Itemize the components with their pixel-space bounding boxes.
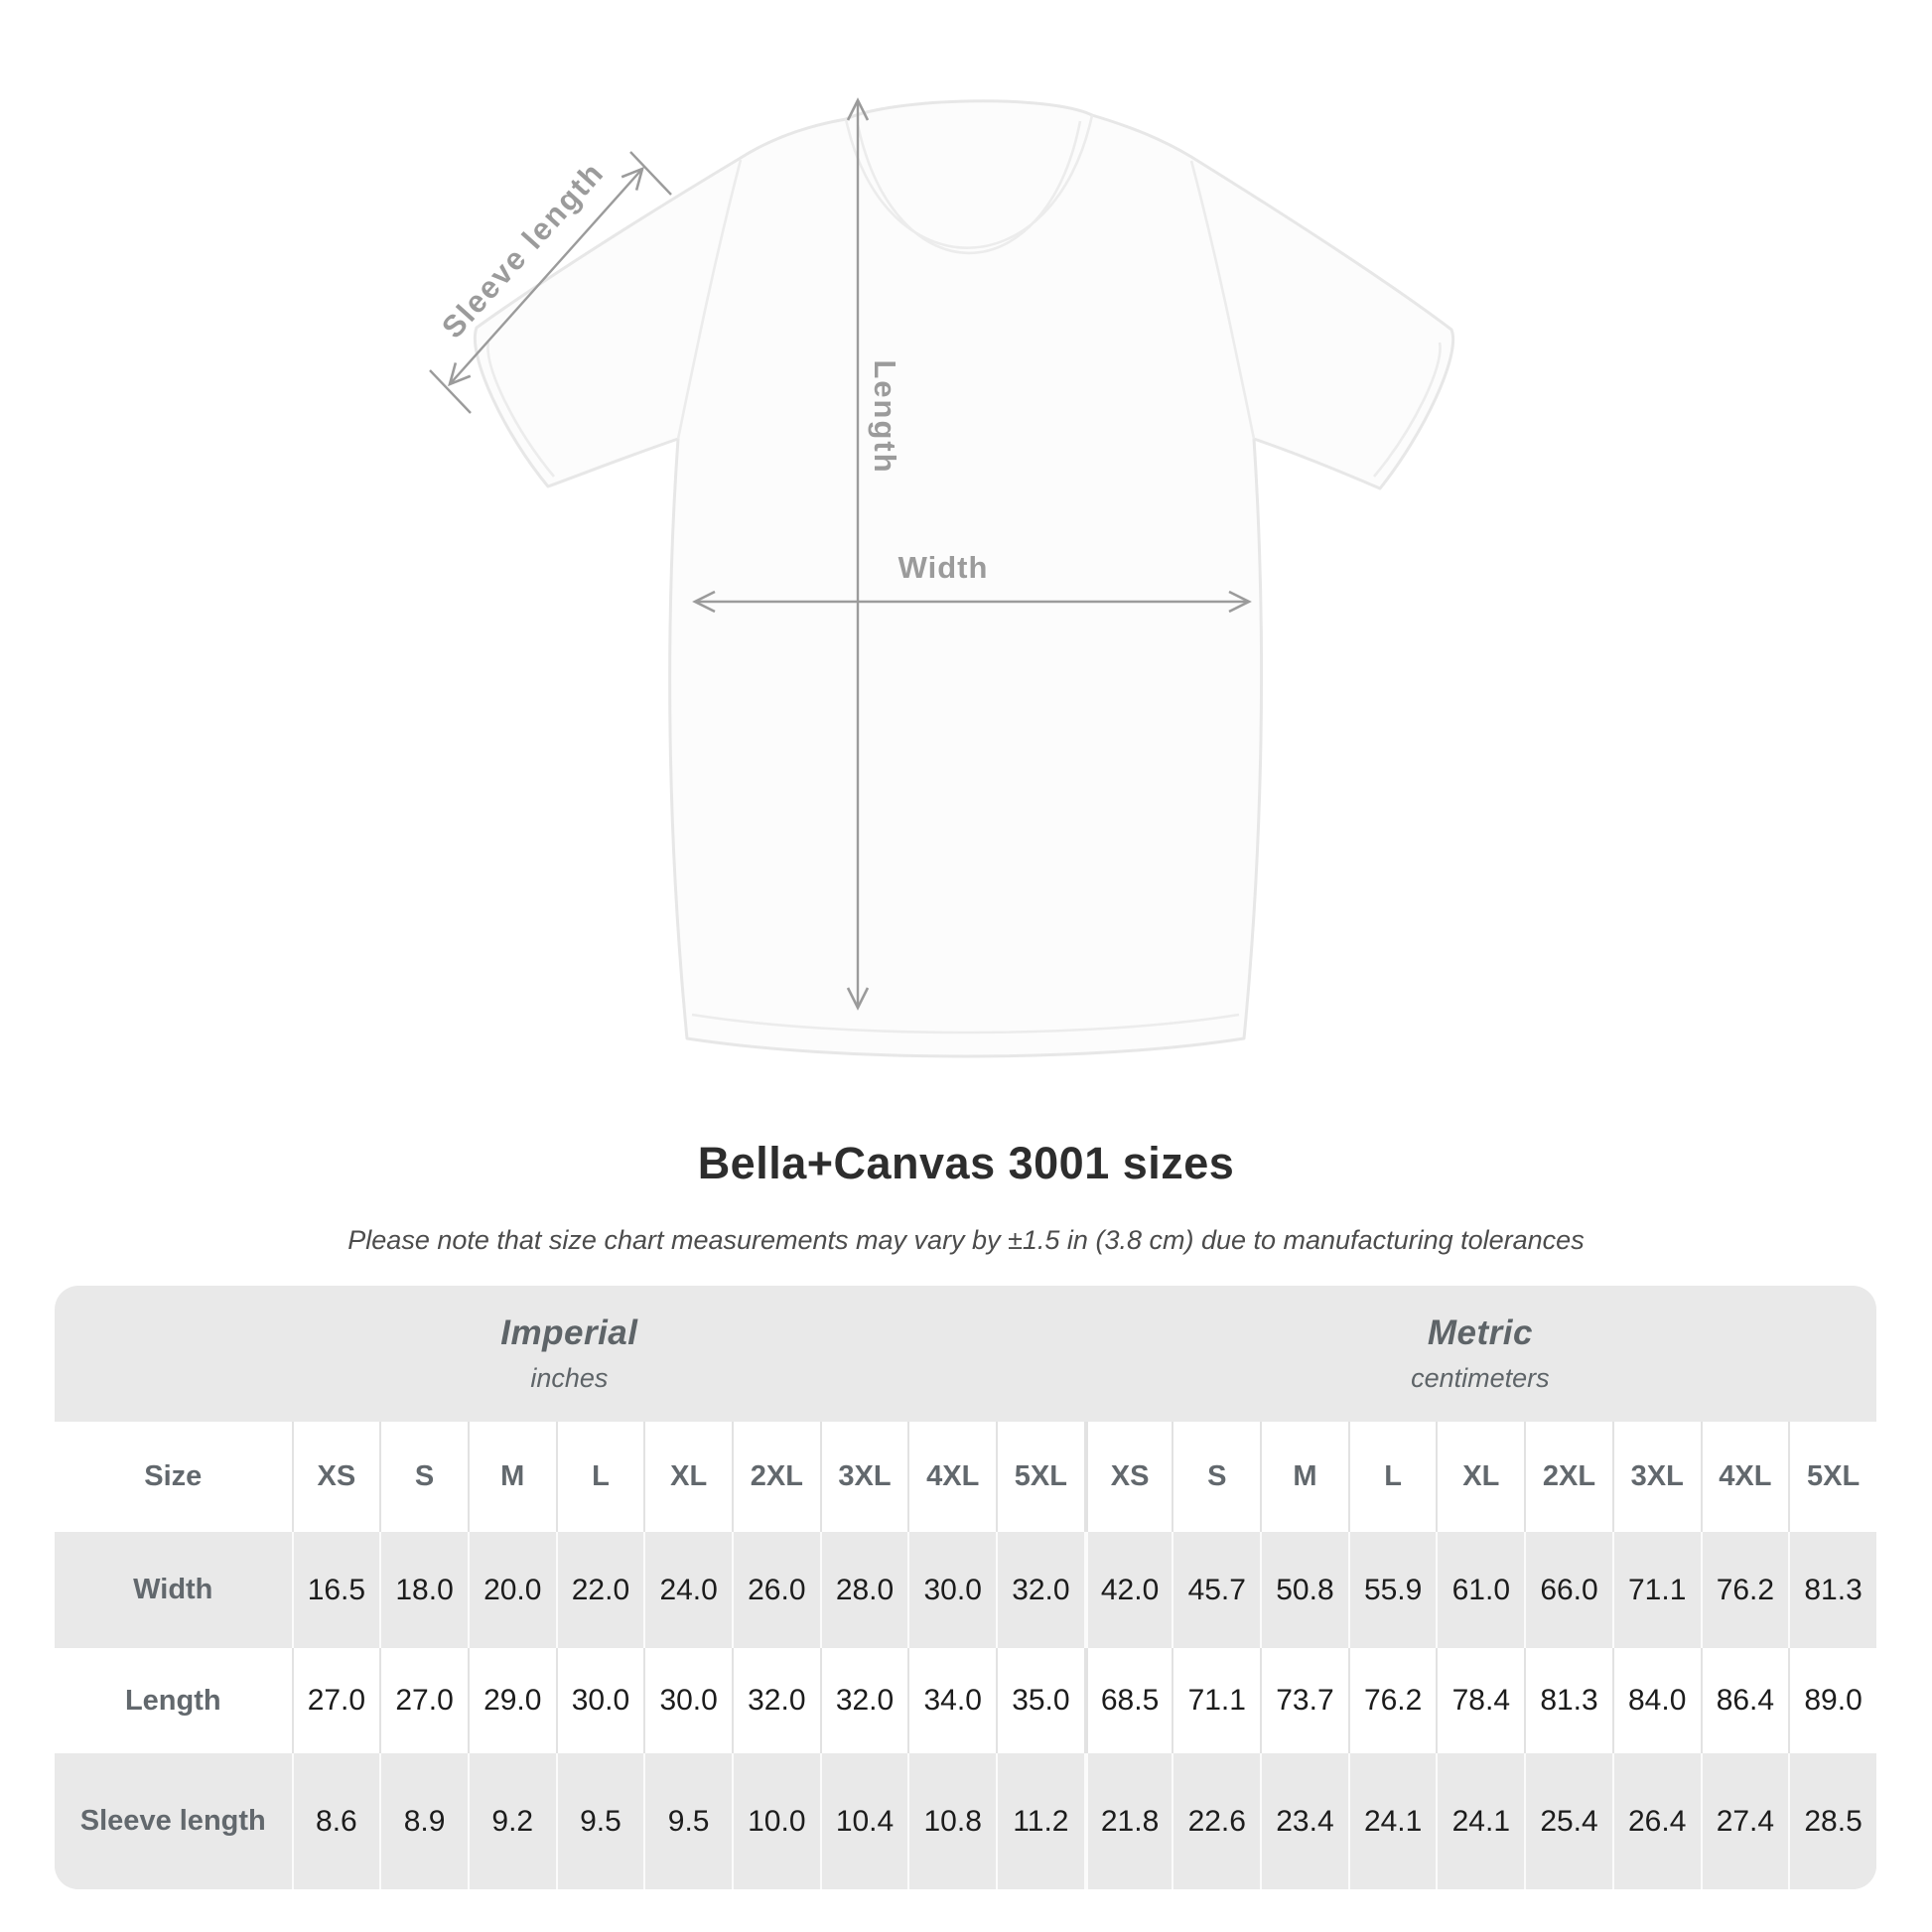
sleeve-imperial-5xl: 11.2 <box>996 1753 1084 1889</box>
sleeve-metric-m: 23.4 <box>1260 1753 1348 1889</box>
size-header-metric-2xl: 2XL <box>1524 1422 1612 1532</box>
imperial-title: Imperial <box>500 1313 638 1352</box>
row-label-length: Length <box>124 1684 221 1717</box>
size-header-metric-xl: XL <box>1436 1422 1524 1532</box>
sleeve-imperial-xs: 8.6 <box>291 1753 380 1889</box>
size-header-metric-3xl: 3XL <box>1611 1422 1701 1532</box>
length-metric-m: 73.7 <box>1260 1648 1348 1753</box>
length-imperial-l: 30.0 <box>555 1648 644 1753</box>
length-imperial-xl: 30.0 <box>643 1648 732 1753</box>
length-label: Length <box>868 359 902 475</box>
sleeve-imperial-l: 9.5 <box>555 1753 644 1889</box>
row-label-width: Width <box>133 1574 213 1605</box>
tshirt-graphic <box>429 97 1454 1058</box>
length-metric-xs: 68.5 <box>1083 1648 1173 1753</box>
sleeve-length-arrow <box>448 166 644 387</box>
length-metric-s: 71.1 <box>1172 1648 1260 1753</box>
sleeve-imperial-m: 9.2 <box>467 1753 556 1889</box>
length-imperial-4xl: 34.0 <box>907 1648 996 1753</box>
size-header-imperial-2xl: 2XL <box>731 1422 820 1532</box>
width-metric-2xl: 66.0 <box>1524 1532 1612 1648</box>
length-metric-xl: 78.4 <box>1436 1648 1524 1753</box>
size-header-metric-s: S <box>1172 1422 1260 1532</box>
width-metric-3xl: 71.1 <box>1611 1532 1701 1648</box>
sleeve-length-row: Sleeve length 8.6 8.9 9.2 9.5 9.5 10.0 1… <box>55 1753 1876 1889</box>
size-header-metric-4xl: 4XL <box>1700 1422 1789 1532</box>
size-header-imperial-l: L <box>555 1422 644 1532</box>
sleeve-arrow-end-tick <box>629 151 672 196</box>
width-metric-4xl: 76.2 <box>1700 1532 1789 1648</box>
width-imperial-4xl: 30.0 <box>907 1532 996 1648</box>
size-header-imperial-5xl: 5XL <box>996 1422 1084 1532</box>
width-metric-s: 45.7 <box>1172 1532 1260 1648</box>
sleeve-imperial-2xl: 10.0 <box>731 1753 820 1889</box>
size-header-imperial-xs: XS <box>291 1422 380 1532</box>
sleeve-metric-3xl: 26.4 <box>1611 1753 1701 1889</box>
length-metric-2xl: 81.3 <box>1524 1648 1612 1753</box>
width-imperial-m: 20.0 <box>467 1532 556 1648</box>
size-header-metric-5xl: 5XL <box>1788 1422 1876 1532</box>
size-header-imperial-xl: XL <box>643 1422 732 1532</box>
size-header-metric-xs: XS <box>1083 1422 1173 1532</box>
sleeve-metric-5xl: 28.5 <box>1788 1753 1876 1889</box>
imperial-section-header: Imperial inches <box>55 1286 1084 1422</box>
tshirt-seams <box>486 114 1442 1035</box>
unit-band-row: Imperial inches Metric centimeters <box>55 1286 1876 1422</box>
size-table: Imperial inches Metric centimeters Size … <box>55 1286 1876 1889</box>
length-metric-l: 76.2 <box>1347 1648 1437 1753</box>
width-imperial-2xl: 26.0 <box>731 1532 820 1648</box>
sleeve-imperial-s: 8.9 <box>379 1753 468 1889</box>
sleeve-metric-4xl: 27.4 <box>1700 1753 1789 1889</box>
width-metric-xs: 42.0 <box>1083 1532 1173 1648</box>
length-metric-3xl: 84.0 <box>1611 1648 1701 1753</box>
width-metric-l: 55.9 <box>1347 1532 1437 1648</box>
length-imperial-s: 27.0 <box>379 1648 468 1753</box>
width-imperial-5xl: 32.0 <box>996 1532 1084 1648</box>
length-metric-4xl: 86.4 <box>1700 1648 1789 1753</box>
length-imperial-2xl: 32.0 <box>731 1648 820 1753</box>
width-metric-m: 50.8 <box>1260 1532 1348 1648</box>
width-imperial-xl: 24.0 <box>643 1532 732 1648</box>
imperial-unit: inches <box>530 1363 609 1393</box>
length-row: Length 27.0 27.0 29.0 30.0 30.0 32.0 32.… <box>55 1648 1876 1753</box>
size-header-imperial-s: S <box>379 1422 468 1532</box>
size-header-metric-m: M <box>1260 1422 1348 1532</box>
width-imperial-xs: 16.5 <box>291 1532 380 1648</box>
width-label: Width <box>897 550 989 585</box>
page-title: Bella+Canvas 3001 sizes <box>697 1138 1235 1188</box>
sleeve-imperial-4xl: 10.8 <box>907 1753 996 1889</box>
sleeve-metric-xs: 21.8 <box>1083 1753 1173 1889</box>
width-metric-xl: 61.0 <box>1436 1532 1524 1648</box>
sleeve-imperial-xl: 9.5 <box>643 1753 732 1889</box>
metric-section-header: Metric centimeters <box>1084 1286 1876 1422</box>
length-imperial-m: 29.0 <box>467 1648 556 1753</box>
width-imperial-l: 22.0 <box>555 1532 644 1648</box>
sleeve-metric-l: 24.1 <box>1347 1753 1437 1889</box>
length-imperial-xs: 27.0 <box>291 1648 380 1753</box>
size-column-header: Size <box>144 1460 203 1492</box>
sleeve-metric-s: 22.6 <box>1172 1753 1260 1889</box>
row-label-sleeve-length: Sleeve length <box>79 1805 266 1837</box>
width-imperial-3xl: 28.0 <box>819 1532 908 1648</box>
width-row: Width 16.5 18.0 20.0 22.0 24.0 26.0 28.0… <box>55 1532 1876 1648</box>
width-metric-5xl: 81.3 <box>1788 1532 1876 1648</box>
width-imperial-s: 18.0 <box>379 1532 468 1648</box>
size-header-imperial-m: M <box>467 1422 556 1532</box>
size-header-metric-l: L <box>1347 1422 1437 1532</box>
size-header-row: Size XS S M L XL 2XL 3XL 4XL 5XL XS S M … <box>55 1422 1876 1532</box>
size-header-imperial-3xl: 3XL <box>819 1422 908 1532</box>
metric-title: Metric <box>1427 1313 1533 1352</box>
tolerance-note: Please note that size chart measurements… <box>347 1225 1585 1255</box>
tshirt-measurement-diagram: Sleeve length Length Width <box>429 97 1454 1058</box>
sleeve-metric-2xl: 25.4 <box>1524 1753 1612 1889</box>
sleeve-metric-xl: 24.1 <box>1436 1753 1524 1889</box>
length-imperial-3xl: 32.0 <box>819 1648 908 1753</box>
sleeve-arrow-start-tick <box>429 369 472 414</box>
size-header-imperial-4xl: 4XL <box>907 1422 996 1532</box>
length-metric-5xl: 89.0 <box>1788 1648 1876 1753</box>
metric-unit: centimeters <box>1411 1363 1550 1393</box>
sleeve-imperial-3xl: 10.4 <box>819 1753 908 1889</box>
length-imperial-5xl: 35.0 <box>996 1648 1084 1753</box>
